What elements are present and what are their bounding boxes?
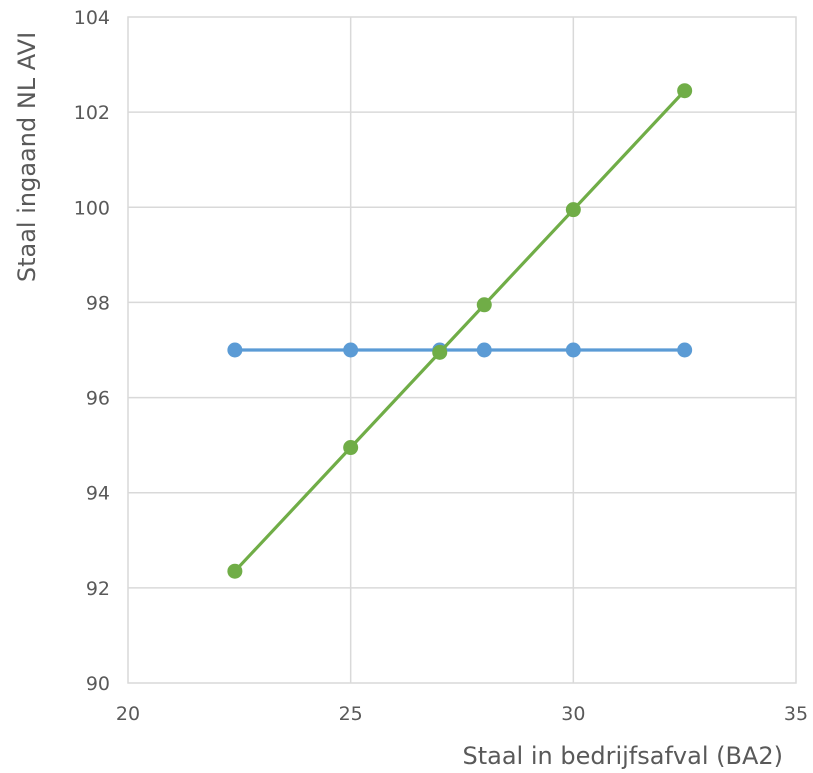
y-axis-title: Staal ingaand NL AVI xyxy=(13,32,41,282)
data-point xyxy=(476,297,492,313)
data-point xyxy=(565,202,581,218)
series-layer xyxy=(227,83,693,579)
data-point xyxy=(343,440,359,456)
data-point xyxy=(432,344,448,360)
y-tick-label: 90 xyxy=(86,673,110,695)
y-axis-tick-labels: 90 92 94 96 98 100 102 104 xyxy=(74,7,110,695)
series-1 xyxy=(227,342,693,358)
plot-border xyxy=(127,16,797,684)
plot-area xyxy=(127,16,797,684)
x-tick-label: 30 xyxy=(561,703,585,725)
gridlines xyxy=(128,17,796,683)
y-tick-label: 96 xyxy=(86,388,110,410)
data-point xyxy=(677,342,693,358)
y-tick-label: 94 xyxy=(86,483,110,505)
y-tick-label: 104 xyxy=(74,7,110,29)
x-axis-tick-labels: 20 25 30 35 xyxy=(116,703,808,725)
x-tick-label: 35 xyxy=(784,703,808,725)
y-tick-label: 100 xyxy=(74,197,110,219)
x-tick-label: 20 xyxy=(116,703,140,725)
data-point xyxy=(343,342,359,358)
x-axis-title: Staal in bedrijfsafval (BA2) xyxy=(463,742,784,770)
y-tick-label: 92 xyxy=(86,578,110,600)
data-point xyxy=(227,563,243,579)
data-point xyxy=(476,342,492,358)
y-tick-label: 102 xyxy=(74,102,110,124)
x-tick-label: 25 xyxy=(339,703,363,725)
y-tick-label: 98 xyxy=(86,292,110,314)
series-line xyxy=(233,89,687,573)
data-point xyxy=(677,83,693,99)
data-point xyxy=(227,342,243,358)
data-point xyxy=(565,342,581,358)
series-2 xyxy=(227,83,693,579)
